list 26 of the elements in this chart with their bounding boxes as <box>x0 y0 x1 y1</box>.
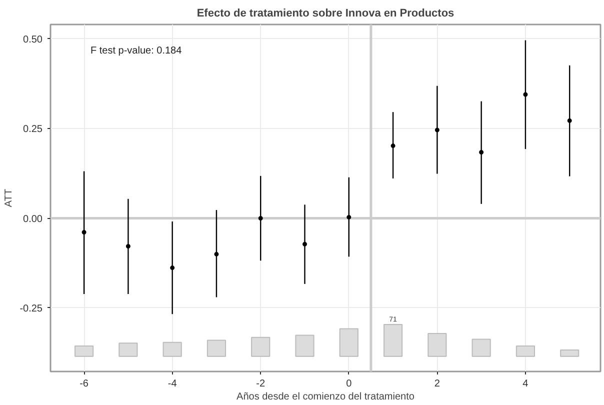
x-axis-title: Años desde el comienzo del tratamiento <box>236 392 415 402</box>
point <box>523 92 528 97</box>
chart-title: Efecto de tratamiento sobre Innova en Productos <box>196 8 454 20</box>
point <box>434 128 440 132</box>
point <box>82 230 86 235</box>
y-axis-title: ATT <box>4 188 15 208</box>
x-tick-label: -4 <box>168 378 178 390</box>
x-tick-label: 0 <box>346 378 352 390</box>
y-tick-label: 0.25 <box>23 124 43 136</box>
point <box>346 214 352 220</box>
point <box>390 144 396 148</box>
point <box>258 216 263 221</box>
point <box>126 244 130 249</box>
x-tick-label: -6 <box>80 378 89 390</box>
annotation: F test p-value: 0.184 <box>90 46 182 56</box>
point <box>302 242 308 246</box>
y-tick-label: 0.50 <box>23 34 43 46</box>
x-tick-label: 2 <box>434 378 440 390</box>
point <box>479 150 484 154</box>
point <box>170 266 175 270</box>
y-tick-label: 0.00 <box>23 214 43 225</box>
x-tick-label: 4 <box>522 378 529 390</box>
y-tick-label: -0.25 <box>20 303 43 314</box>
x-tick-label: -2 <box>256 378 266 390</box>
point <box>214 252 219 256</box>
point <box>567 118 572 123</box>
